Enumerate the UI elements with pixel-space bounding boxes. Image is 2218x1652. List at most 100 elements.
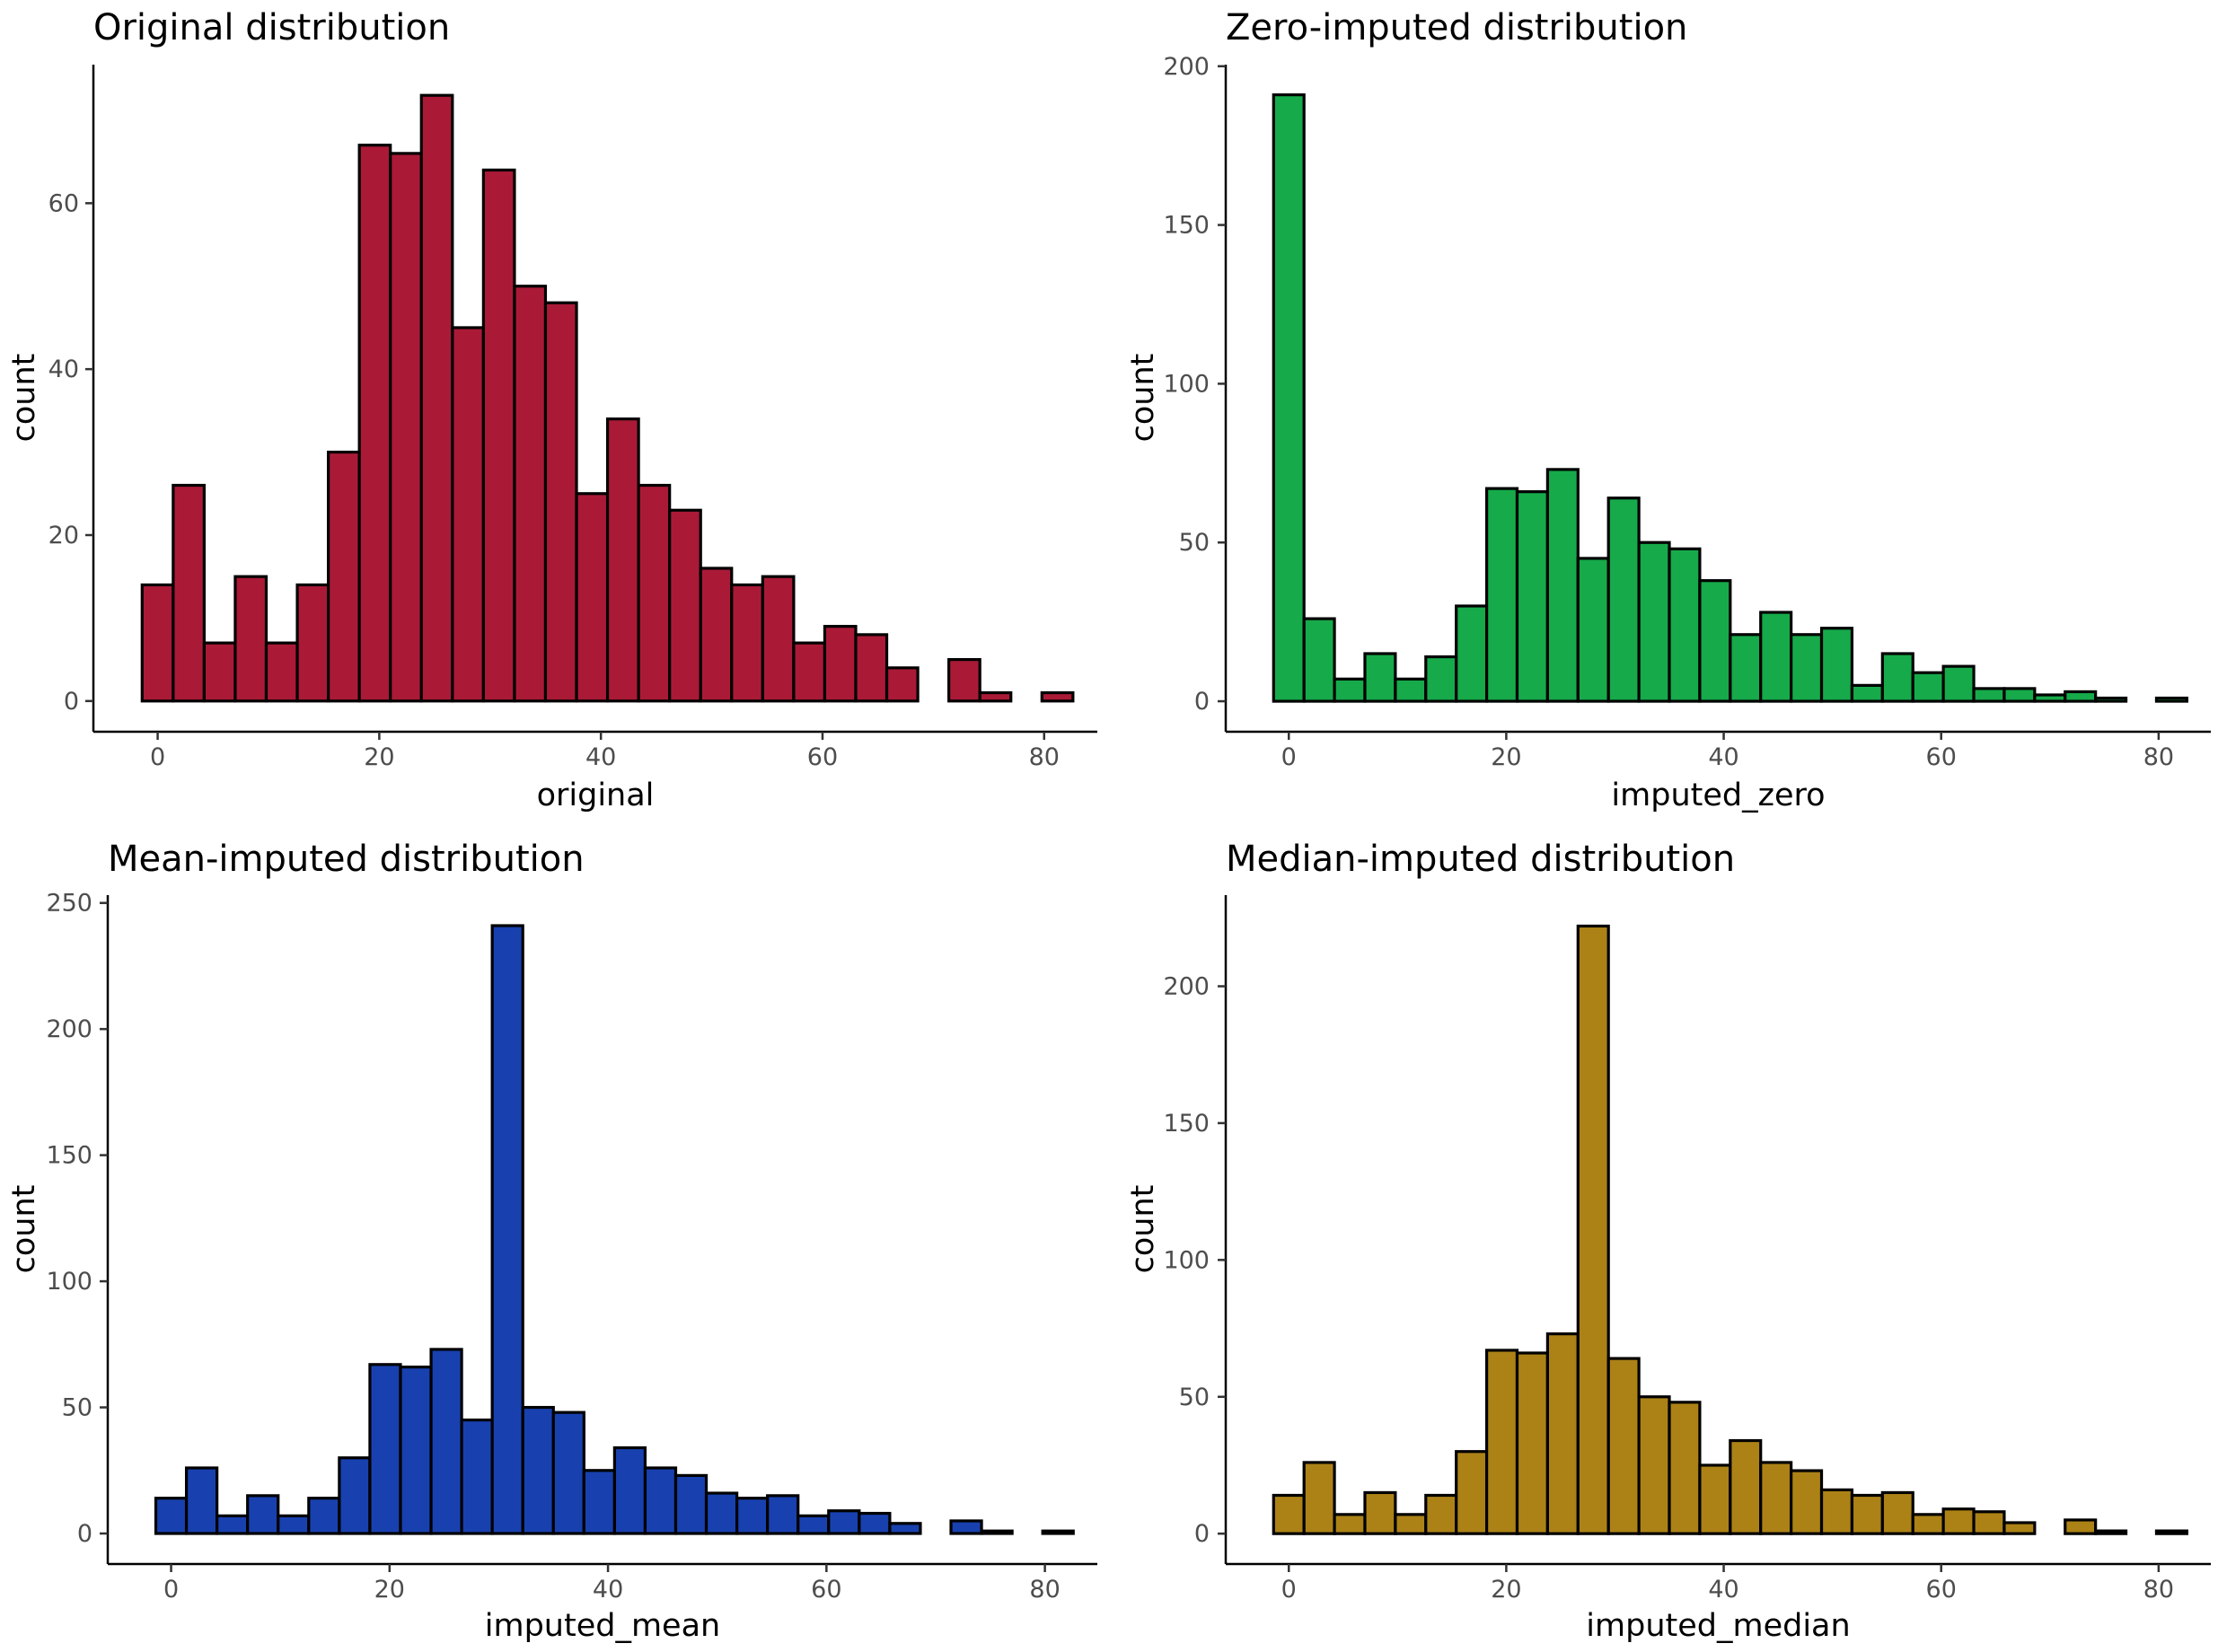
- histogram-bar: [1880, 652, 1914, 703]
- histogram-bar: [460, 1418, 494, 1535]
- histogram-bar: [1668, 547, 1702, 703]
- histogram-bar: [1484, 1349, 1519, 1535]
- x-tick-label: 0: [1281, 1576, 1297, 1604]
- histogram-bar: [1729, 633, 1763, 703]
- histogram-bar: [1637, 540, 1671, 703]
- y-tick-label: 150: [1163, 1110, 1210, 1138]
- panel-original: Original distribution 0 20 40 60 0 20 40 60 80 or…: [6, 7, 1097, 813]
- histogram-bar: [1972, 1510, 2006, 1535]
- histogram-bar: [1515, 490, 1550, 703]
- y-tick-label: 100: [1163, 1246, 1210, 1274]
- histogram-bar: [1545, 468, 1580, 703]
- histogram-bar: [490, 924, 524, 1535]
- histogram-bar: [854, 633, 889, 703]
- histogram-bar: [1698, 1463, 1732, 1535]
- histogram-bar: [1941, 1507, 1976, 1535]
- histogram-bar: [2002, 687, 2037, 703]
- x-tick-label: 20: [1491, 1576, 1521, 1604]
- histogram-bar: [1455, 1450, 1489, 1535]
- y-tick-label: 20: [48, 522, 79, 549]
- y-axis-label: count: [1125, 1185, 1161, 1274]
- histogram-bar: [823, 625, 858, 703]
- y-tick-label: 0: [77, 1520, 92, 1548]
- x-tick-label: 0: [1281, 743, 1297, 771]
- y-axis-label: count: [6, 1185, 42, 1274]
- histogram-bar: [451, 326, 485, 703]
- histogram-bar: [612, 1446, 647, 1535]
- panel-zero-imputed: Zero-imputed distribution 0 50 100 150 200 0 2…: [1125, 7, 2211, 813]
- histogram-bar: [389, 152, 423, 703]
- x-tick-label: 60: [811, 1576, 841, 1604]
- y-axis-label: count: [6, 354, 42, 443]
- histogram-bar: [1759, 611, 1793, 703]
- histogram-bar: [543, 301, 578, 703]
- histogram-bar: [1333, 1513, 1367, 1535]
- histogram-bar: [1850, 1493, 1884, 1535]
- histogram-bar: [1606, 1357, 1641, 1535]
- histogram-bar: [1041, 1529, 1075, 1535]
- histogram-bar: [885, 666, 920, 703]
- histogram-bar: [673, 1473, 709, 1535]
- histogram-bar: [264, 641, 299, 703]
- histogram-bar: [1698, 579, 1732, 703]
- histogram-bar: [184, 1466, 219, 1535]
- histogram-bar: [2094, 696, 2128, 703]
- histogram-bar: [429, 1348, 463, 1535]
- histogram-bar: [1790, 1469, 1824, 1535]
- histogram-bar: [2064, 690, 2098, 703]
- x-tick-label: 60: [1926, 743, 1957, 771]
- x-tick-label: 20: [364, 743, 394, 771]
- histogram-bar: [1911, 1513, 1945, 1535]
- x-axis-label: imputed_zero: [1611, 778, 1825, 813]
- histogram-bar: [1272, 1493, 1306, 1535]
- histogram-bar: [797, 1514, 831, 1535]
- histogram-bar: [246, 1494, 280, 1535]
- histogram-bar: [2033, 693, 2067, 703]
- y-tick-label: 150: [46, 1142, 92, 1170]
- histogram-bar: [1302, 1461, 1336, 1535]
- histogram-bar: [368, 1363, 402, 1535]
- histogram-bar: [1576, 924, 1610, 1535]
- histogram-bar: [1484, 487, 1519, 703]
- histogram-bar: [699, 567, 734, 703]
- x-tick-label: 40: [1708, 743, 1738, 771]
- histogram-bar: [582, 1469, 616, 1535]
- x-tick-label: 20: [374, 1576, 405, 1604]
- histogram-bar: [2154, 1529, 2188, 1535]
- x-tick-label: 60: [1926, 1576, 1957, 1604]
- histogram-bar: [1394, 677, 1428, 703]
- histogram-bar: [643, 1466, 678, 1535]
- histogram-bar: [1302, 617, 1336, 703]
- bars: [154, 924, 1075, 1535]
- histogram-bar: [551, 1410, 585, 1535]
- histogram-bar: [307, 1497, 341, 1535]
- bars: [1272, 92, 2188, 703]
- histogram-bar: [1040, 690, 1075, 703]
- histogram-bar: [277, 1514, 311, 1535]
- x-tick-label: 20: [1491, 743, 1521, 771]
- x-tick-label: 40: [1708, 1576, 1738, 1604]
- panel-mean-imputed: Mean-imputed distribution 05010015020025…: [6, 839, 1097, 1644]
- y-tick-label: 0: [64, 688, 79, 716]
- histogram-bar: [327, 450, 361, 703]
- histogram-bar: [1576, 557, 1610, 703]
- histogram-bar: [858, 1511, 892, 1535]
- histogram-bar: [1972, 687, 2006, 703]
- x-tick-label: 40: [585, 743, 616, 771]
- histogram-bar: [233, 575, 268, 703]
- histogram-bar: [2064, 1518, 2098, 1535]
- histogram-bar: [338, 1456, 372, 1535]
- histogram-bar: [2094, 1529, 2128, 1535]
- histogram-bar: [1819, 627, 1854, 703]
- y-tick-label: 50: [1179, 529, 1210, 557]
- x-tick-label: 80: [1029, 1576, 1060, 1604]
- histogram-bar: [481, 168, 516, 703]
- x-tick-label: 0: [163, 1576, 179, 1604]
- x-axis-label: original: [537, 778, 655, 813]
- histogram-bar: [140, 583, 175, 703]
- histogram-bar: [1790, 633, 1824, 703]
- panel-median-imputed: Median-imputed distribution 050100150200…: [1125, 839, 2211, 1644]
- y-tick-label: 200: [1163, 973, 1210, 1001]
- histogram-bar: [1545, 1332, 1580, 1535]
